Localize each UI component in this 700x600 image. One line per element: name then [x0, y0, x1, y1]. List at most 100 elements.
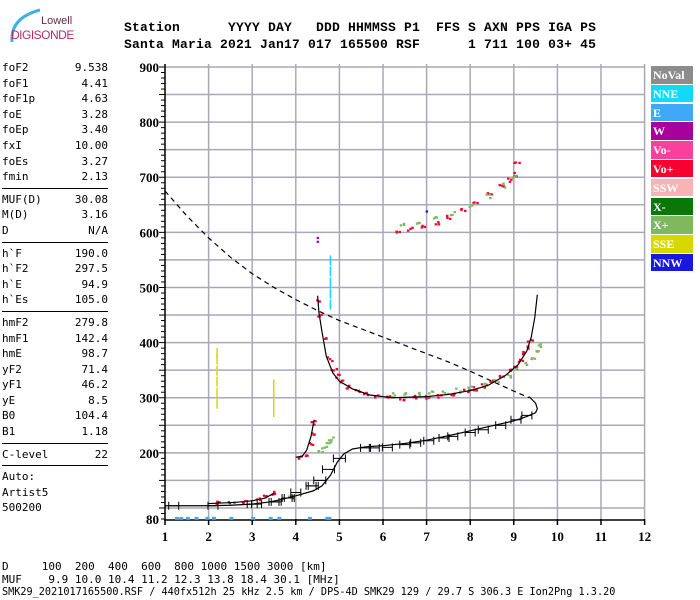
- profile-error-bar: [464, 428, 476, 437]
- x-tick-label: 9: [511, 529, 518, 544]
- data-point-vo-plus: [480, 383, 484, 386]
- param-name: B0: [2, 409, 16, 423]
- data-point-vo-plus: [518, 161, 521, 165]
- logo-arc-icon: [10, 8, 41, 43]
- param-name: h`E: [2, 277, 22, 291]
- param-row: fmin 2.13: [2, 169, 108, 185]
- profile-error-bar: [423, 436, 435, 445]
- x-tick-label: 3: [249, 529, 256, 544]
- y-tick-label: 700: [140, 170, 160, 185]
- data-point-sse: [216, 387, 218, 398]
- data-point-vo-plus: [489, 380, 492, 383]
- data-point-e: [174, 516, 179, 520]
- data-point-e: [277, 516, 282, 520]
- data-point-vo-plus: [521, 353, 525, 356]
- data-point-vo-plus: [335, 367, 339, 371]
- parameter-panel: foF2 9.538 foF1 4.41 foF1p 4.63 foE 3.28 foEp 3.4…: [2, 60, 108, 516]
- data-point-vo-plus: [450, 394, 454, 397]
- data-point-vo-plus: [311, 443, 315, 447]
- data-point-vo-plus: [362, 393, 366, 396]
- data-point-nne: [329, 277, 332, 288]
- data-point-vo-plus: [452, 394, 455, 397]
- param-name: B1: [2, 425, 16, 439]
- data-point-x-plus: [524, 362, 527, 365]
- data-point-vo-plus: [328, 358, 332, 361]
- data-point-x-plus: [537, 344, 541, 347]
- data-point-vo-plus: [262, 494, 266, 497]
- panel-divider: [2, 465, 108, 467]
- data-point-vo-plus: [521, 359, 525, 363]
- data-point-x-plus: [325, 445, 329, 448]
- data-point-vo-plus: [311, 432, 314, 435]
- muf-row: MUF 9.9 10.0 10.4 11.2 12.3 13.8 18.4 30…: [2, 573, 340, 586]
- data-point-vo-plus: [331, 360, 334, 363]
- panel-divider: [2, 442, 108, 444]
- data-point-x-plus: [402, 222, 406, 225]
- data-point-x-plus: [453, 211, 456, 214]
- param-row: foF2 9.538: [2, 60, 108, 76]
- data-point-x-plus: [516, 368, 519, 371]
- data-point-x-plus: [446, 392, 450, 395]
- digisonde-logo: Lowell DIGISONDE: [4, 6, 84, 46]
- param-value: 104.4: [74, 409, 108, 423]
- data-point-vo-plus: [340, 379, 344, 382]
- data-point-nne: [329, 288, 332, 299]
- param-row: yE 8.5: [2, 393, 108, 409]
- data-point-vo-plus: [258, 497, 262, 500]
- x-tick-label: 6: [380, 529, 387, 544]
- param-name: foF1: [2, 76, 29, 90]
- data-point-x-plus: [432, 217, 436, 220]
- param-row: B1 1.18: [2, 424, 108, 440]
- data-point-vo-plus: [258, 498, 262, 502]
- data-point-vo-plus: [508, 180, 512, 183]
- profile-error-bar: [332, 454, 346, 463]
- param-row: foF1 4.41: [2, 76, 108, 92]
- data-point-x-plus: [497, 381, 500, 384]
- data-point-vo-plus: [522, 351, 526, 355]
- profile-error-bar: [495, 421, 507, 430]
- data-point-x-plus: [509, 374, 512, 378]
- data-point-x-plus: [321, 450, 324, 454]
- param-value: 2.13: [81, 170, 109, 184]
- data-point-nnw: [425, 210, 429, 213]
- profile-error-bar: [381, 443, 393, 452]
- data-point-vo-plus: [464, 209, 467, 212]
- data-point-vo-plus: [336, 373, 340, 376]
- param-value: 3.16: [81, 208, 109, 222]
- data-point-vo-plus: [499, 376, 502, 379]
- param-row: h`F 190.0: [2, 246, 108, 262]
- data-point-vo-plus: [218, 501, 221, 504]
- data-point-x-plus: [443, 391, 447, 395]
- data-point-vo-plus: [325, 337, 328, 340]
- data-point-x-plus: [327, 439, 331, 442]
- auto-line: 500200: [2, 501, 42, 515]
- x-tick-label: 5: [336, 529, 343, 544]
- data-point-e: [251, 516, 256, 520]
- param-name: hmE: [2, 347, 22, 361]
- data-point-x-plus: [418, 394, 421, 397]
- param-value: 10.00: [74, 138, 108, 152]
- data-point-sse: [273, 379, 275, 390]
- data-point-vo-plus: [409, 227, 412, 230]
- data-point-vo-plus: [421, 224, 424, 227]
- profile-error-bar: [399, 440, 411, 449]
- data-point-vo-plus: [308, 441, 312, 445]
- data-point-vo-plus: [515, 366, 518, 369]
- profile-error-bar: [521, 411, 533, 420]
- data-point-x-plus: [317, 450, 320, 453]
- data-point-vo-plus: [242, 501, 245, 505]
- data-point-e: [211, 516, 216, 520]
- x-tick-label: 2: [205, 529, 212, 544]
- data-point-w: [316, 240, 320, 243]
- param-name: yE: [2, 393, 16, 407]
- param-name: foE: [2, 107, 22, 121]
- data-point-vo-plus: [530, 338, 533, 342]
- trace-model-dashed: [164, 190, 530, 399]
- data-point-vo-plus: [513, 171, 516, 175]
- legend-item-vominus: Vo-: [651, 141, 693, 159]
- data-point-vo-plus: [403, 398, 406, 401]
- data-point-vo-plus: [365, 391, 368, 394]
- profile-error-bar: [207, 501, 219, 510]
- data-point-e: [307, 516, 312, 520]
